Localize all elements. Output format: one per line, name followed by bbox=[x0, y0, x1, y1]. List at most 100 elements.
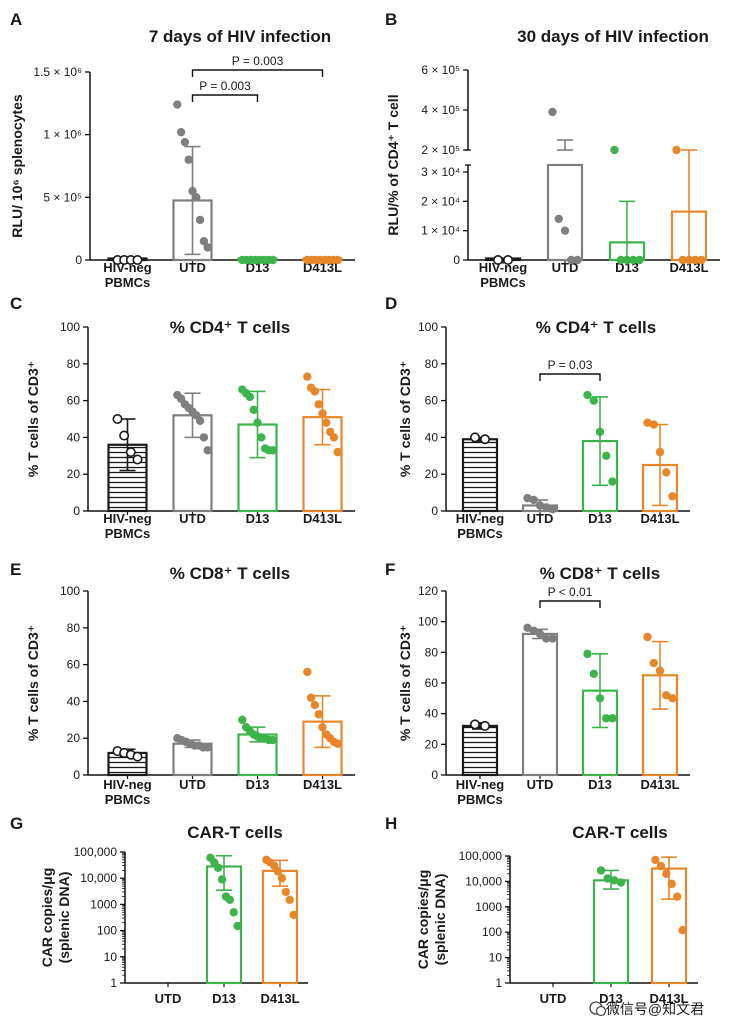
data-point bbox=[132, 751, 143, 762]
y-tick-label: 0 bbox=[73, 768, 80, 782]
data-point bbox=[602, 451, 611, 460]
data-point bbox=[529, 495, 538, 505]
bar bbox=[484, 257, 522, 262]
x-tick-label: D13 bbox=[246, 777, 270, 792]
data-point bbox=[678, 255, 687, 265]
data-point bbox=[548, 504, 557, 514]
data-point bbox=[285, 895, 294, 904]
bar bbox=[261, 869, 299, 985]
data-point bbox=[595, 694, 605, 703]
data-point bbox=[273, 867, 283, 876]
panel-title: % CD8⁺ T cells bbox=[170, 564, 290, 583]
x-tick-label: D413L bbox=[640, 511, 679, 526]
bar bbox=[237, 423, 278, 513]
y-tick-label: 100,000 bbox=[74, 845, 118, 859]
data-point bbox=[616, 255, 625, 265]
significance-bracket bbox=[191, 94, 259, 102]
significance-bracket bbox=[539, 373, 601, 381]
series-d13 bbox=[608, 145, 646, 265]
panel-label: A bbox=[10, 10, 22, 29]
series-d13 bbox=[592, 866, 630, 985]
y-tick-label: 60 bbox=[425, 676, 439, 690]
data-point bbox=[249, 405, 258, 414]
data-point bbox=[479, 720, 490, 731]
data-point bbox=[610, 145, 619, 155]
data-point bbox=[176, 127, 186, 137]
significance-bracket bbox=[539, 600, 601, 608]
x-tick-label: UTD bbox=[155, 991, 182, 1006]
data-point bbox=[672, 892, 682, 901]
y-tick-label: 0 bbox=[75, 253, 82, 267]
series-d13 bbox=[237, 385, 278, 513]
y-axis-label: RLU/ 10⁶ splenocytes bbox=[9, 94, 25, 238]
data-point bbox=[548, 107, 557, 117]
x-tick-label: D413L bbox=[669, 260, 708, 275]
y-tick-label: 120 bbox=[418, 584, 438, 598]
panel-label: G bbox=[10, 814, 23, 833]
y-tick-label: 20 bbox=[67, 467, 81, 481]
x-tick-label: D13 bbox=[588, 511, 612, 526]
y-tick-label: 0 bbox=[431, 504, 438, 518]
data-point bbox=[668, 694, 677, 703]
data-point bbox=[610, 876, 619, 885]
panel-b: B 30 days of HIV infection RLU/% of CD4⁺ T… bbox=[385, 10, 720, 290]
y-tick-label: 100,000 bbox=[459, 849, 503, 863]
series-d413l bbox=[641, 632, 679, 777]
data-point bbox=[655, 666, 665, 675]
y-tick-label: 1 × 10⁴ bbox=[421, 224, 460, 238]
panel-title: % CD8⁺ T cells bbox=[540, 564, 660, 583]
data-point bbox=[672, 145, 681, 155]
y-tick-label: 40 bbox=[67, 430, 81, 444]
data-point bbox=[268, 446, 277, 455]
y-tick-label: 60 bbox=[67, 394, 81, 408]
data-point bbox=[289, 910, 298, 920]
data-point bbox=[655, 447, 665, 457]
y-tick-label: 0 bbox=[73, 504, 80, 518]
data-point bbox=[277, 874, 287, 883]
series-d413l bbox=[650, 855, 688, 985]
data-point bbox=[306, 693, 316, 702]
y-tick-label: 20 bbox=[425, 737, 439, 751]
y-tick-label: 5 × 10⁵ bbox=[43, 190, 82, 204]
data-point bbox=[603, 874, 612, 883]
wechat-icon bbox=[589, 1001, 607, 1017]
panel-a: A 7 days of HIV infection RLU/ 10⁶ splenoc… bbox=[9, 10, 355, 290]
data-point bbox=[125, 447, 136, 458]
series-d13 bbox=[581, 649, 619, 777]
data-point bbox=[548, 634, 557, 643]
data-point bbox=[203, 743, 212, 752]
bar bbox=[592, 879, 630, 985]
data-point bbox=[589, 669, 598, 678]
data-point bbox=[213, 863, 223, 872]
data-point bbox=[668, 492, 677, 501]
data-point bbox=[542, 634, 551, 643]
y-tick-label: 40 bbox=[425, 430, 439, 444]
y-tick-label: 10 bbox=[104, 950, 118, 964]
y-tick-label: 10 bbox=[489, 951, 503, 965]
data-point bbox=[479, 434, 490, 445]
y-tick-label: 40 bbox=[425, 707, 439, 721]
data-point bbox=[573, 255, 582, 265]
bar-lower bbox=[546, 163, 584, 262]
data-point bbox=[608, 714, 617, 723]
y-tick-label: 1000 bbox=[475, 900, 502, 914]
y-tick-label: 80 bbox=[67, 357, 81, 371]
series-d13 bbox=[581, 390, 619, 513]
x-tick-label: D13 bbox=[212, 991, 236, 1006]
data-point bbox=[112, 413, 123, 424]
bar bbox=[461, 438, 499, 513]
data-point bbox=[253, 418, 262, 427]
series-d413l bbox=[302, 255, 343, 265]
y-tick-label: 1 bbox=[110, 976, 117, 990]
data-point bbox=[184, 155, 193, 164]
data-point bbox=[233, 921, 242, 931]
y-tick-label: 20 bbox=[425, 467, 439, 481]
data-point bbox=[314, 400, 323, 409]
y-tick-label: 80 bbox=[425, 645, 439, 659]
y-axis-label: % T cells of CD3⁺ bbox=[25, 625, 41, 741]
data-point bbox=[635, 255, 644, 265]
y-axis-label: RLU/% of CD4⁺ T cell bbox=[385, 94, 401, 235]
panel-d: D % CD4⁺ T cells % T cells of CD3⁺ 0 20 40 60 8… bbox=[385, 294, 690, 541]
data-point bbox=[608, 477, 617, 486]
series-d413l bbox=[641, 418, 679, 513]
